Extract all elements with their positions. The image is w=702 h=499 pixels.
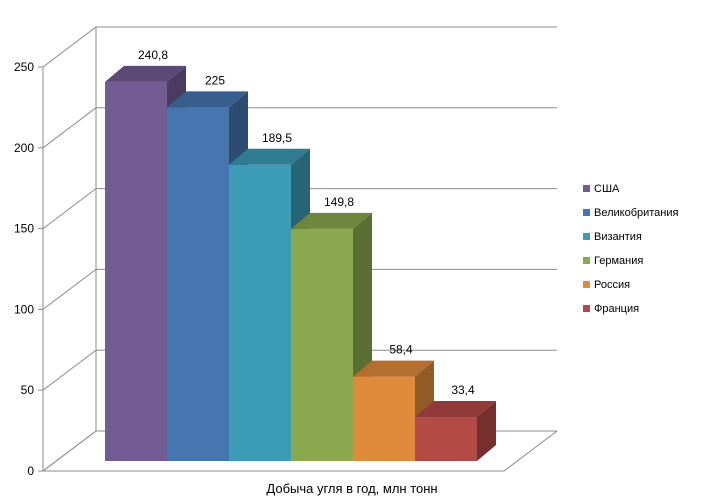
y-tick-label: 50 [21,383,35,397]
gridlines [42,26,557,472]
y-tick-label: 100 [14,302,34,316]
data-labels: 240,8 225 189,5 149,8 58,4 33,4 [138,48,475,397]
legend: США Великобритания Византия Германия Россия Ф… [583,183,679,315]
floor-front-edge [42,67,558,472]
legend-entry: Византия [583,231,642,243]
legend-swatch [583,209,590,216]
legend-label: Великобритания [594,207,679,219]
legend-label: Германия [594,255,643,267]
legend-entry: Франция [583,303,639,315]
y-tick-label: 250 [14,60,34,74]
data-label: 240,8 [138,48,168,62]
bar-front [229,164,291,461]
bar-top [229,148,310,165]
data-label: 189,5 [262,131,292,145]
legend-entry: США [583,183,620,195]
bar-front [167,107,229,462]
legend-entry: Великобритания [583,207,679,219]
bar-top [167,91,248,108]
legend-swatch [583,233,590,240]
legend-label: США [594,183,620,195]
legend-swatch [583,281,590,288]
y-tick-label: 200 [14,141,34,155]
bar-top [415,401,496,418]
bar-side [477,401,496,461]
bar-top [291,212,372,229]
x-axis-label: Добыча угля в год, млн тонн [266,481,437,496]
legend-swatch [583,305,590,312]
data-label: 149,8 [324,195,354,209]
legend-label: Византия [594,231,642,243]
legend-label: Россия [594,279,630,291]
legend-swatch [583,257,590,264]
y-tick-label: 0 [27,464,34,478]
bar-4 [291,212,372,461]
legend-label: Франция [594,303,639,315]
gridline [42,188,557,229]
bar-front [415,417,477,461]
gridline [42,107,557,149]
bar-6 [415,401,496,461]
bars [105,65,496,462]
bar-front [291,228,353,461]
y-axis-ticks: 0 50 100 150 200 250 [14,60,43,478]
data-label: 225 [205,73,225,87]
bar-top [105,65,186,82]
bar-front [353,376,415,461]
legend-swatch [583,185,590,192]
bar-top [353,360,434,377]
data-label: 33,4 [451,383,475,397]
gridline [42,349,557,391]
legend-entry: Россия [583,279,630,291]
legend-entry: Германия [583,255,643,267]
gridline [42,26,557,68]
data-label: 58,4 [389,343,413,357]
gridline [42,268,557,310]
bar-front [105,81,167,462]
y-tick-label: 150 [14,222,34,236]
